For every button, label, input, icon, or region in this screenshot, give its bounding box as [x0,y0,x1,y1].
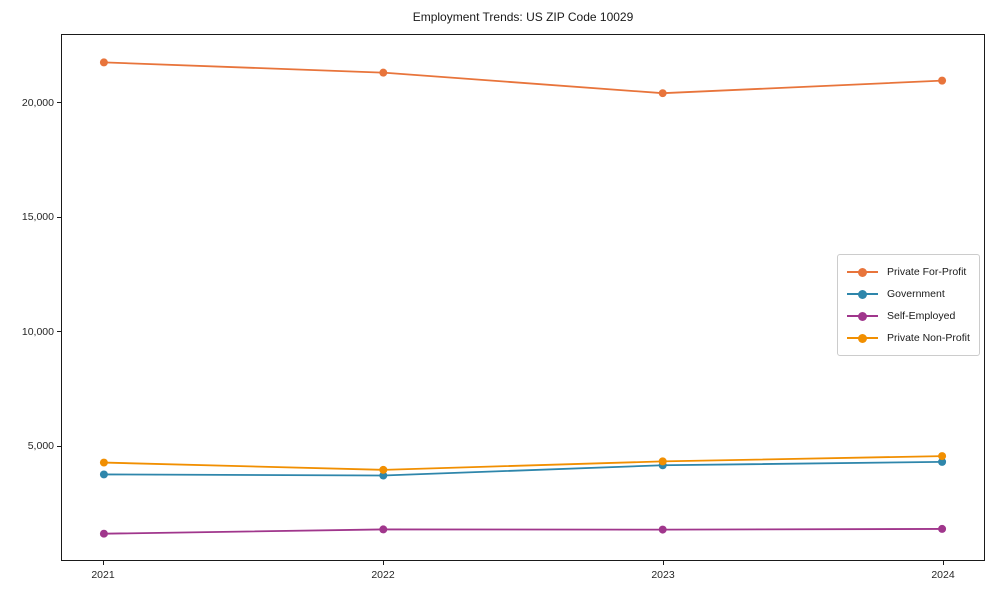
legend-item-self-employed: Self-Employed [847,305,970,327]
data-point-private-for-profit [99,58,108,67]
data-point-private-non-profit [99,458,108,467]
data-point-government [99,470,108,479]
x-tick-label: 2021 [91,569,115,581]
data-point-self-employed [938,524,947,533]
data-point-government [938,457,947,466]
series-line-private-for-profit [103,61,943,95]
x-tick-mark [662,561,664,565]
series-line-self-employed [103,528,943,535]
legend-label: Private For-Profit [887,266,967,278]
legend-line-marker-icon [847,311,878,321]
y-tick-mark [57,331,61,333]
legend-item-government: Government [847,283,970,305]
legend-line-marker-icon [847,333,878,343]
legend: Private For-Profit Government Self-Employe… [837,254,980,356]
legend-label: Self-Employed [887,310,956,322]
data-point-government [379,471,388,480]
chart-canvas [99,58,947,538]
legend-label: Private Non-Profit [887,332,970,344]
legend-item-private-for-profit: Private For-Profit [847,261,970,283]
y-tick-mark [57,216,61,218]
legend-item-private-non-profit: Private Non-Profit [847,327,970,349]
data-point-private-for-profit [658,89,667,98]
y-tick-mark [57,102,61,104]
data-point-self-employed [99,529,108,538]
y-tick-label: 10,000 [21,325,54,338]
plot-area [61,34,985,561]
y-tick-label: 15,000 [21,211,54,224]
x-tick-mark [942,561,944,565]
x-tick-mark [382,561,384,565]
y-tick-label: 5,000 [27,440,54,453]
y-tick-mark [57,445,61,447]
y-tick-label: 20,000 [21,96,54,109]
data-point-private-for-profit [938,76,947,85]
data-point-self-employed [379,525,388,534]
data-point-self-employed [658,525,667,534]
data-point-private-for-profit [379,68,388,77]
series-line-private-non-profit [103,455,943,471]
data-point-private-non-profit [658,457,667,466]
x-tick-label: 2024 [931,569,955,581]
x-tick-label: 2022 [371,569,395,581]
legend-line-marker-icon [847,289,878,299]
x-tick-label: 2023 [651,569,675,581]
legend-label: Government [887,288,945,300]
data-point-private-non-profit [379,465,388,474]
series-line-government [103,460,943,477]
x-tick-mark [102,561,104,565]
data-point-private-non-profit [938,452,947,461]
chart-title: Employment Trends: US ZIP Code 10029 [412,10,634,24]
legend-line-marker-icon [847,267,878,277]
